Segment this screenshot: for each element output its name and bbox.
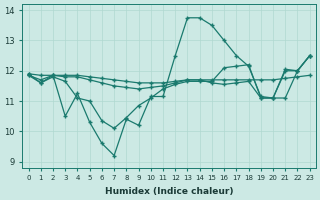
X-axis label: Humidex (Indice chaleur): Humidex (Indice chaleur) — [105, 187, 233, 196]
